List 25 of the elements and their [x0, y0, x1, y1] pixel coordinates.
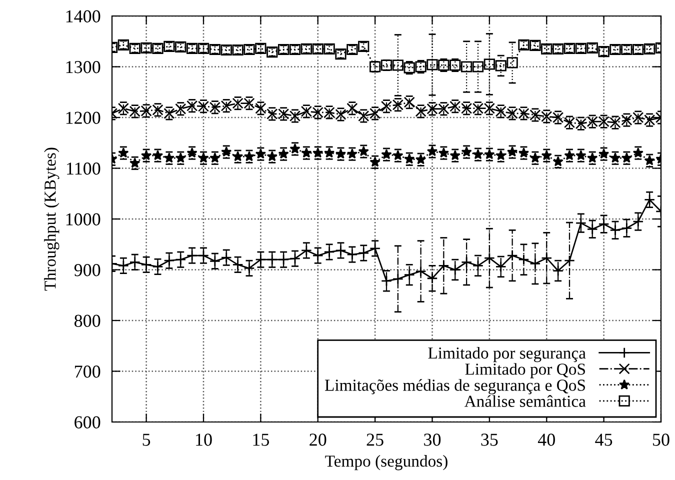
x-tick-label: 25 [366, 434, 384, 446]
y-tick-label: 600 [74, 416, 100, 428]
x-tick-label: 40 [538, 434, 555, 446]
x-tick-label: 5 [142, 434, 150, 446]
y-tick-label: 1300 [66, 61, 100, 74]
y-tick-label: 1100 [67, 162, 100, 175]
y-tick-label: 700 [74, 366, 100, 378]
y-tick-label: 1200 [66, 112, 100, 124]
x-axis-title: Tempo (segundos) [325, 455, 448, 470]
x-tick-label: 45 [595, 434, 612, 446]
y-axis-title: Throughput (KBytes) [44, 148, 60, 291]
x-tick-label: 30 [424, 434, 441, 446]
x-tick-label: 35 [481, 434, 498, 446]
legend-label: Limitado por QoS [465, 363, 585, 378]
x-tick-label: 20 [310, 434, 326, 446]
y-tick-label: 900 [74, 264, 100, 276]
legend-label: Limitações médias de segurança e QoS [324, 379, 585, 394]
legend-label: Limitado por segurança [428, 346, 586, 362]
x-tick-label: 10 [196, 434, 212, 446]
legend-label: Análise semântica [464, 395, 586, 407]
y-tick-label: 1000 [66, 213, 100, 226]
y-tick-label: 800 [74, 314, 100, 327]
y-tick-label: 1400 [66, 10, 100, 22]
x-tick-label: 15 [253, 434, 270, 446]
x-tick-label: 50 [653, 434, 670, 446]
